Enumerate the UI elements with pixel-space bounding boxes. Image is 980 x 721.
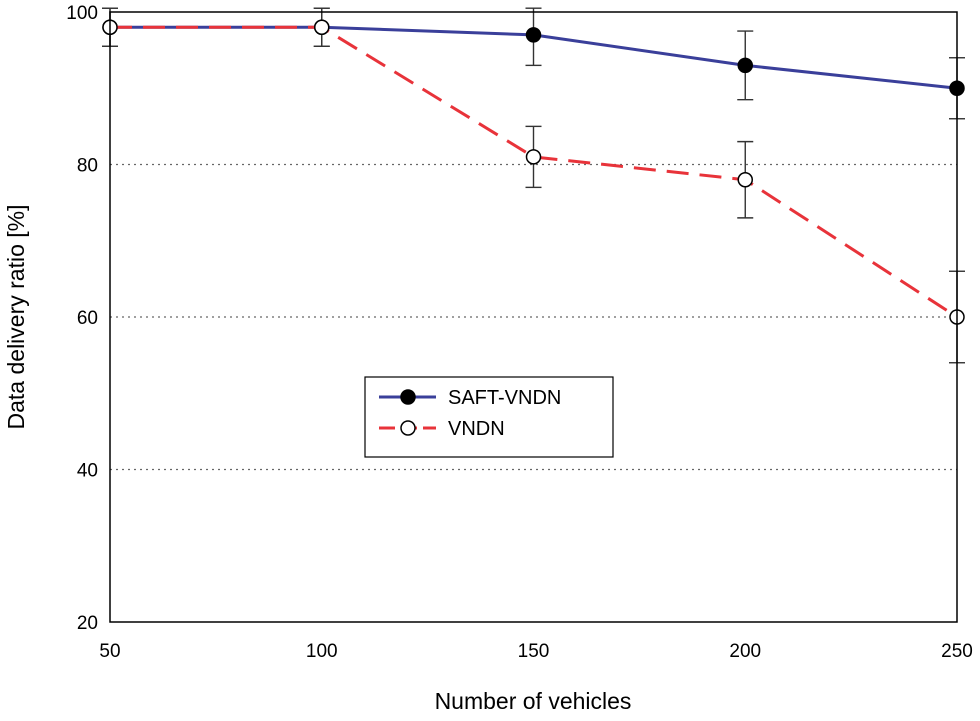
legend-entry-vndn: VNDN xyxy=(379,418,505,440)
data-point-saft-vndn-150 xyxy=(525,27,542,43)
series-layer xyxy=(102,7,965,364)
y-tick-label-80: 80 xyxy=(77,156,98,177)
data-point-saft-vndn-200 xyxy=(737,57,753,74)
plot-area xyxy=(109,11,958,623)
x-tick-label-100: 100 xyxy=(306,641,338,662)
data-point-vndn-200 xyxy=(737,172,753,188)
data-point-vndn-100 xyxy=(314,19,330,35)
y-tick-label-60: 60 xyxy=(77,308,98,329)
x-tick-label-200: 200 xyxy=(729,641,761,662)
series-saft-vndn xyxy=(102,7,965,120)
data-point-vndn-150 xyxy=(525,149,542,165)
legend: SAFT-VNDN VNDN xyxy=(364,376,614,458)
y-tick-label-20: 20 xyxy=(77,613,98,634)
axis-ticks: 20 40 60 80 100 50 100 150 200 250 xyxy=(66,3,973,662)
x-tick-label-150: 150 xyxy=(518,641,550,662)
legend-marker-saft-vndn xyxy=(400,389,416,405)
y-tick-label-100: 100 xyxy=(66,3,98,24)
legend-entry-saft-vndn: SAFT-VNDN xyxy=(379,387,561,409)
legend-marker-vndn xyxy=(400,420,416,436)
legend-label-vndn: VNDN xyxy=(448,418,505,440)
x-tick-label-50: 50 xyxy=(99,641,120,662)
x-tick-label-250: 250 xyxy=(941,641,973,662)
y-axis-title: Data delivery ratio [%] xyxy=(3,205,29,430)
x-axis-title: Number of vehicles xyxy=(435,688,632,714)
y-tick-label-40: 40 xyxy=(77,461,98,482)
legend-label-saft-vndn: SAFT-VNDN xyxy=(448,387,561,409)
series-line-vndn xyxy=(110,25,958,319)
